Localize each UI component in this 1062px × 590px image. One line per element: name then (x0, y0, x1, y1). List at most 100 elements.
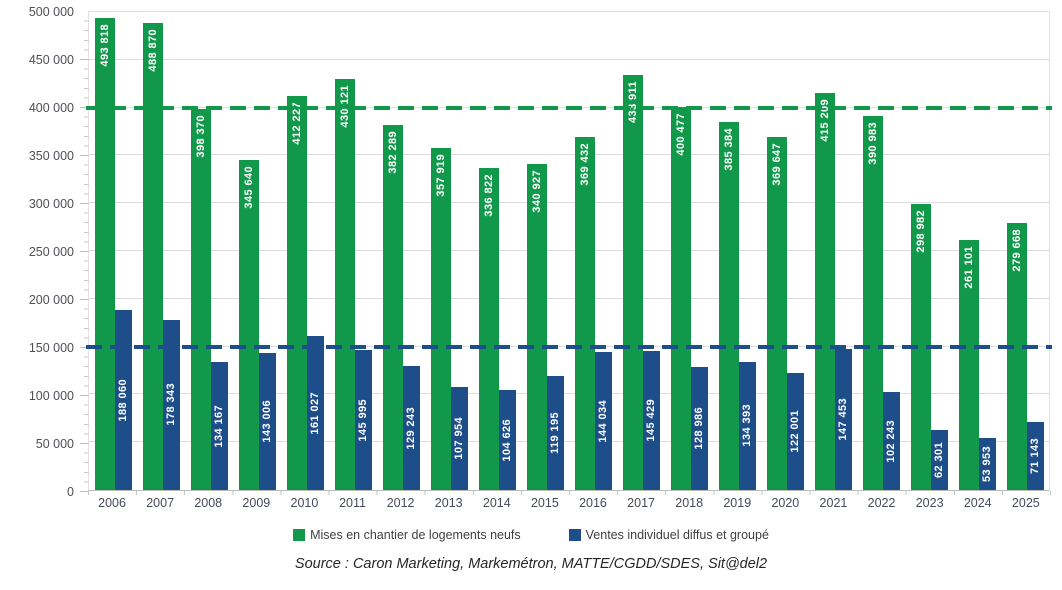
bar-value-label: 493 818 (98, 23, 111, 67)
bar-value-label: 145 429 (645, 399, 657, 442)
bar-group-2007: 488 870 178 343 (137, 12, 185, 490)
bar-value-label: 147 453 (837, 398, 849, 441)
bar-mises-2006: 493 818 (94, 17, 115, 490)
bar-value-label: 357 919 (434, 153, 447, 197)
bar-mises-2015: 340 927 (526, 164, 547, 490)
x-axis-label: 2007 (146, 496, 175, 510)
gridline (89, 58, 1049, 60)
x-axis-label: 2024 (963, 496, 992, 510)
bar-group-2013: 357 919 107 954 (425, 12, 473, 490)
gridline (89, 297, 1049, 299)
bar-ventes-2016: 144 034 (594, 352, 612, 490)
bar-groups: 493 818 188 060 488 870 178 343 398 370 134 1… (89, 12, 1049, 490)
y-axis-label: 300 000 (28, 197, 74, 211)
bar-mises-2017: 433 911 (622, 75, 643, 490)
bar-value-label: 178 343 (165, 383, 177, 427)
bar-value-label: 340 927 (530, 170, 543, 213)
bar-mises-2023: 298 982 (910, 204, 931, 490)
bar-mises-2019: 385 384 (718, 121, 739, 490)
bar-value-label: 62 301 (933, 442, 945, 479)
bar-ventes-2018: 128 986 (690, 366, 708, 490)
x-axis-ticks (88, 491, 1051, 495)
y-axis-label: 50 000 (35, 437, 74, 451)
legend-item-mises: Mises en chantier de logements neufs (293, 528, 521, 542)
bar-value-label: 102 243 (885, 419, 897, 463)
bar-ventes-2020: 122 001 (786, 373, 804, 490)
bar-ventes-2014: 104 626 (498, 389, 516, 490)
x-axis-label: 2013 (434, 496, 463, 510)
gridline (89, 154, 1049, 156)
y-axis-label: 450 000 (28, 53, 74, 67)
bar-ventes-2011: 145 995 (354, 350, 372, 490)
legend-label: Mises en chantier de logements neufs (310, 528, 521, 542)
bar-mises-2018: 400 477 (670, 107, 691, 490)
bar-group-2011: 430 121 145 995 (329, 12, 377, 490)
x-axis-label: 2021 (819, 496, 848, 510)
bar-value-label: 369 432 (578, 142, 591, 186)
bar-value-label: 107 954 (453, 417, 465, 460)
bar-value-label: 385 384 (722, 127, 735, 171)
plot-area: 493 818 188 060 488 870 178 343 398 370 134 1… (80, 11, 1052, 492)
x-axis-label: 2015 (530, 496, 559, 510)
y-axis-label: 500 000 (28, 5, 74, 19)
bar-ventes-2025: 71 143 (1026, 421, 1044, 490)
x-axis-label: 2023 (915, 496, 944, 510)
y-axis-label: 250 000 (28, 245, 74, 259)
y-axis-label: 100 000 (28, 389, 74, 403)
x-axis-label: 2010 (290, 496, 319, 510)
bar-ventes-2019: 134 393 (738, 361, 756, 490)
bar-value-label: 122 001 (789, 410, 801, 453)
bar-group-2020: 369 647 122 001 (761, 12, 809, 490)
gridline (89, 11, 1049, 12)
y-axis-label: 200 000 (28, 293, 74, 307)
x-axis-label: 2016 (579, 496, 607, 510)
bar-ventes-2006: 188 060 (114, 310, 132, 490)
bar-mises-2008: 398 370 (190, 109, 211, 490)
bar-value-label: 143 006 (261, 400, 273, 443)
bar-value-label: 261 101 (962, 246, 975, 289)
bar-mises-2007: 488 870 (142, 22, 163, 490)
bar-group-2012: 382 289 129 243 (377, 12, 425, 490)
bar-value-label: 369 647 (770, 142, 783, 186)
bar-mises-2021: 415 209 (814, 93, 835, 490)
bar-ventes-2007: 178 343 (162, 319, 180, 490)
legend-label: Ventes individuel diffus et groupé (585, 528, 769, 542)
bar-value-label: 298 982 (914, 210, 927, 253)
bar-value-label: 134 167 (213, 404, 225, 448)
bar-group-2021: 415 209 147 453 (809, 12, 857, 490)
legend-swatch-icon (568, 529, 581, 541)
bar-mises-2024: 261 101 (958, 240, 979, 490)
bar-value-label: 134 393 (741, 404, 753, 448)
bar-ventes-2010: 161 027 (306, 336, 324, 490)
bar-ventes-2024: 53 953 (978, 438, 996, 490)
bar-value-label: 128 986 (693, 407, 705, 450)
bar-group-2017: 433 911 145 429 (617, 12, 665, 490)
bar-value-label: 188 060 (117, 378, 129, 422)
bar-value-label: 144 034 (597, 399, 609, 443)
x-axis-label: 2018 (675, 496, 704, 510)
y-axis-label: 400 000 (28, 101, 74, 115)
gridline (89, 441, 1049, 443)
bar-mises-2014: 336 822 (478, 168, 499, 490)
y-axis-label: 150 000 (28, 341, 74, 355)
legend-item-ventes: Ventes individuel diffus et groupé (568, 528, 769, 542)
bar-value-label: 145 995 (357, 398, 369, 442)
bar-group-2014: 336 822 104 626 (473, 12, 521, 490)
bar-value-label: 430 121 (338, 84, 351, 128)
bar-group-2006: 493 818 188 060 (89, 12, 137, 490)
bar-group-2016: 369 432 144 034 (569, 12, 617, 490)
x-axis-label: 2025 (1011, 496, 1040, 510)
bar-value-label: 71 143 (1029, 437, 1041, 475)
x-axis-label: 2008 (194, 496, 223, 510)
bar-group-2022: 390 983 102 243 (857, 12, 905, 490)
gridline (89, 202, 1049, 204)
bar-value-label: 400 477 (674, 113, 687, 156)
x-axis-label: 2019 (723, 496, 752, 510)
bar-ventes-2012: 129 243 (402, 366, 420, 490)
x-axis-label: 2006 (98, 496, 126, 510)
gridline (89, 393, 1049, 395)
bar-mises-2012: 382 289 (382, 124, 403, 490)
x-axis-label: 2012 (386, 496, 415, 510)
bar-group-2015: 340 927 119 195 (521, 12, 569, 490)
